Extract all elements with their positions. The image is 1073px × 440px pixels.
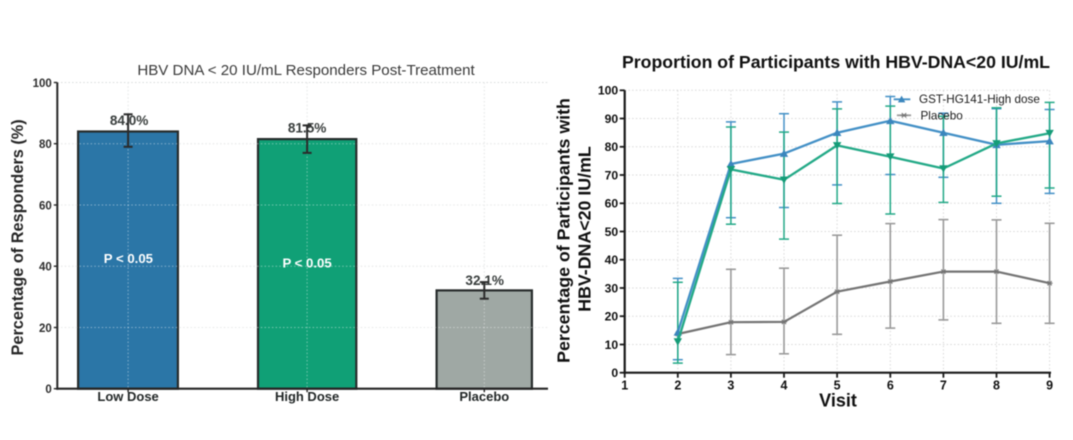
svg-text:3: 3	[727, 379, 734, 393]
svg-text:40: 40	[39, 262, 52, 274]
svg-text:4: 4	[781, 379, 788, 393]
svg-text:32.1%: 32.1%	[465, 273, 504, 288]
svg-text:6: 6	[887, 379, 894, 393]
svg-text:0: 0	[611, 366, 618, 380]
svg-text:1: 1	[621, 379, 628, 393]
svg-text:20: 20	[605, 310, 619, 324]
svg-text:Visit: Visit	[819, 391, 857, 411]
svg-text:20: 20	[39, 323, 52, 335]
svg-text:P < 0.05: P < 0.05	[104, 251, 153, 266]
svg-text:Percentage of Participants wit: Percentage of Participants with	[554, 98, 574, 363]
svg-text:80: 80	[605, 140, 619, 154]
svg-text:P < 0.05: P < 0.05	[282, 256, 331, 271]
svg-text:GST-HG141-High dose: GST-HG141-High dose	[919, 93, 1040, 106]
svg-text:80: 80	[39, 139, 52, 151]
svg-text:40: 40	[605, 253, 619, 267]
svg-text:Placebo: Placebo	[921, 110, 964, 123]
svg-text:100: 100	[33, 78, 52, 90]
svg-text:70: 70	[605, 168, 619, 182]
svg-text:10: 10	[605, 338, 619, 352]
svg-text:100: 100	[598, 84, 619, 98]
svg-text:8: 8	[993, 379, 1000, 393]
svg-text:50: 50	[605, 225, 619, 239]
svg-text:Proportion of Participants wit: Proportion of Participants with HBV-DNA<…	[622, 52, 1050, 72]
svg-text:30: 30	[605, 281, 619, 295]
svg-text:2: 2	[674, 379, 681, 393]
svg-text:High Dose: High Dose	[275, 389, 339, 404]
svg-text:Placebo: Placebo	[459, 389, 509, 404]
svg-text:60: 60	[39, 200, 52, 212]
svg-text:HBV-DNA<20 IU/mL: HBV-DNA<20 IU/mL	[575, 146, 595, 312]
svg-text:60: 60	[605, 197, 619, 211]
svg-text:Percentage of Responders (%): Percentage of Responders (%)	[9, 119, 27, 355]
svg-text:90: 90	[605, 112, 619, 126]
svg-text:7: 7	[940, 379, 947, 393]
svg-text:9: 9	[1046, 379, 1053, 393]
svg-text:5: 5	[834, 379, 841, 393]
svg-text:Low Dose: Low Dose	[97, 389, 158, 404]
svg-text:0: 0	[45, 384, 51, 396]
svg-text:HBV DNA < 20 IU/mL Responders: HBV DNA < 20 IU/mL Responders Post-Treat…	[137, 62, 475, 79]
